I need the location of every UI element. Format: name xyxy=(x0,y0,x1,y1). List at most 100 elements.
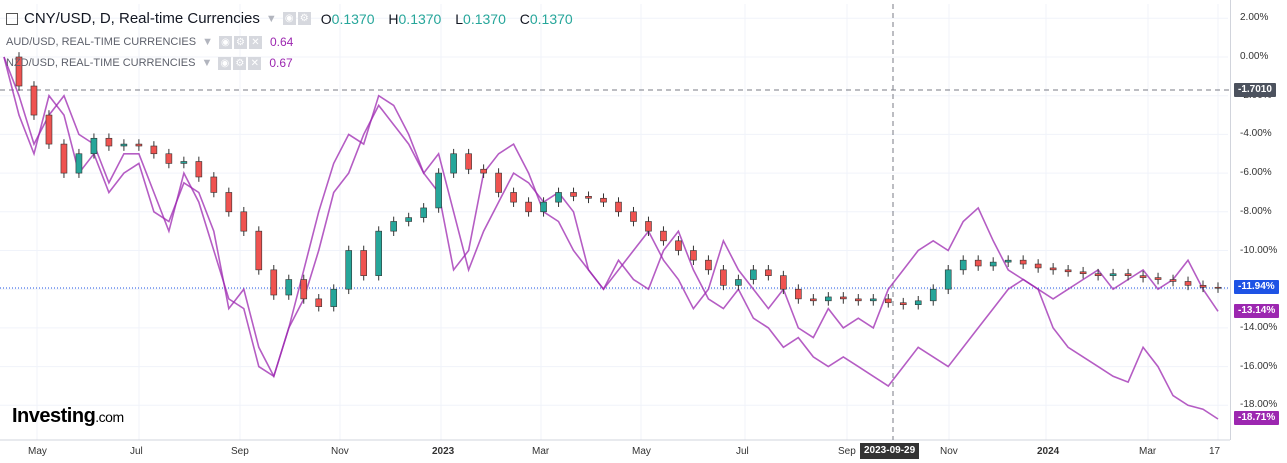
ohlc-low-key: L xyxy=(455,10,464,27)
candle-body xyxy=(795,288,802,300)
last-value-badge-cny: -11.94% xyxy=(1234,280,1279,294)
ohlc-values: O0.1370 H0.1370 L0.1370 C0.1370 xyxy=(321,11,583,27)
candle-body xyxy=(825,296,832,302)
candle-body xyxy=(1049,267,1057,271)
candle-body xyxy=(780,275,787,290)
candle-body xyxy=(270,269,278,296)
candle-body xyxy=(989,261,997,267)
compare-label[interactable]: AUD/USD, REAL-TIME CURRENCIES xyxy=(6,36,197,48)
candle-body xyxy=(1139,275,1147,278)
candle-body xyxy=(90,137,98,155)
candle-body xyxy=(750,269,757,280)
y-tick-label: -14.00% xyxy=(1240,321,1278,333)
candle-body xyxy=(944,269,952,290)
series-line-nzd-usd xyxy=(3,56,1219,378)
candle-body xyxy=(615,201,622,213)
y-tick-label: -16.00% xyxy=(1240,360,1278,372)
square-icon[interactable] xyxy=(6,12,18,25)
candle-body xyxy=(675,240,682,251)
chevron-down-icon[interactable]: ▼ xyxy=(201,57,213,69)
compare-value: 0.64 xyxy=(269,35,294,49)
candle-body xyxy=(450,153,457,174)
candle-body xyxy=(420,207,427,218)
ohlc-close-value: 0.1370 xyxy=(529,10,573,27)
candle-body xyxy=(345,250,353,290)
candle-body xyxy=(690,250,697,261)
candle-body xyxy=(735,279,742,286)
x-tick-label: 2024 xyxy=(1037,446,1060,457)
candle-body xyxy=(1214,286,1222,289)
x-tick-label: 17 xyxy=(1209,446,1221,457)
candle-body xyxy=(285,279,293,296)
candle-body xyxy=(480,168,487,174)
candle-body xyxy=(375,230,382,276)
ohlc-high-value: 0.1370 xyxy=(398,10,442,27)
candle-body xyxy=(555,192,562,203)
ohlc-open-value: 0.1370 xyxy=(331,10,375,27)
ohlc-open-key: O xyxy=(320,10,332,27)
candle-body xyxy=(45,114,53,145)
candle-body xyxy=(60,143,68,174)
eye-icon[interactable]: ◉ xyxy=(218,35,232,49)
candle-body xyxy=(1094,273,1102,276)
candle-body xyxy=(30,85,38,116)
candle-body xyxy=(765,269,772,276)
candle-body xyxy=(465,153,472,170)
price-axis[interactable] xyxy=(1230,0,1287,440)
gear-icon[interactable]: ⚙ xyxy=(233,56,247,70)
candle-body xyxy=(929,288,937,302)
chevron-down-icon[interactable]: ▼ xyxy=(202,36,213,48)
x-tick-label: May xyxy=(632,446,651,457)
candle-body xyxy=(645,221,652,232)
ohlc-close-key: C xyxy=(519,10,530,27)
candle-body xyxy=(255,230,263,271)
close-icon[interactable]: ✕ xyxy=(248,56,262,70)
candle-body xyxy=(510,192,517,203)
x-tick-label: Jul xyxy=(736,446,749,457)
chart-legend-main: CNY/USD, D, Real-time Currencies ▼ ◉ ⚙ O… xyxy=(6,10,583,27)
logo-text: Investing xyxy=(12,405,96,427)
investing-logo: Investing.com xyxy=(12,405,124,428)
candle-body xyxy=(899,302,907,305)
last-value-badge-nzd: -13.14% xyxy=(1234,304,1280,318)
candle-body xyxy=(1169,279,1177,282)
candle-body xyxy=(630,211,637,222)
gear-icon[interactable]: ⚙ xyxy=(297,12,311,25)
eye-icon[interactable]: ◉ xyxy=(218,56,232,70)
candle-body xyxy=(1184,281,1192,286)
candle-body xyxy=(210,176,218,193)
candle-body xyxy=(120,143,128,147)
candle-body xyxy=(540,201,547,213)
candle-body xyxy=(660,230,667,242)
symbol-title[interactable]: CNY/USD, D, Real-time Currencies xyxy=(24,10,260,27)
candle-body xyxy=(1019,259,1027,265)
close-icon[interactable]: ✕ xyxy=(248,35,262,49)
candle-body xyxy=(135,143,143,147)
ohlc-low-value: 0.1370 xyxy=(463,10,506,27)
candle-body xyxy=(1079,271,1087,275)
candle-body xyxy=(315,298,323,307)
y-tick-label: 2.00% xyxy=(1240,12,1269,24)
x-tick-label: Sep xyxy=(838,446,856,457)
crosshair-y-badge: -1.7010 xyxy=(1234,83,1276,97)
candle-body xyxy=(1064,269,1072,273)
y-tick-label: -4.00% xyxy=(1240,128,1272,140)
eye-icon[interactable]: ◉ xyxy=(282,12,296,25)
candle-body xyxy=(959,259,967,271)
candle-body xyxy=(914,300,922,305)
y-tick-label: 0.00% xyxy=(1240,51,1269,62)
x-tick-label: 2023 xyxy=(432,446,455,457)
compare-label[interactable]: NZD/USD, REAL-TIME CURRENCIES xyxy=(6,57,196,69)
candle-body xyxy=(1004,259,1012,263)
x-tick-label: Nov xyxy=(331,446,349,457)
candle-body xyxy=(360,250,368,276)
gear-icon[interactable]: ⚙ xyxy=(233,35,247,49)
candle-body xyxy=(240,211,248,232)
candle-body xyxy=(390,221,397,232)
candle-body xyxy=(974,259,982,267)
candle-body xyxy=(1109,273,1117,276)
chevron-down-icon[interactable]: ▼ xyxy=(265,12,277,25)
candle-body xyxy=(225,192,233,213)
compare-legend-aud: AUD/USD, REAL-TIME CURRENCIES ▼ ◉ ⚙ ✕ 0.… xyxy=(6,35,293,49)
